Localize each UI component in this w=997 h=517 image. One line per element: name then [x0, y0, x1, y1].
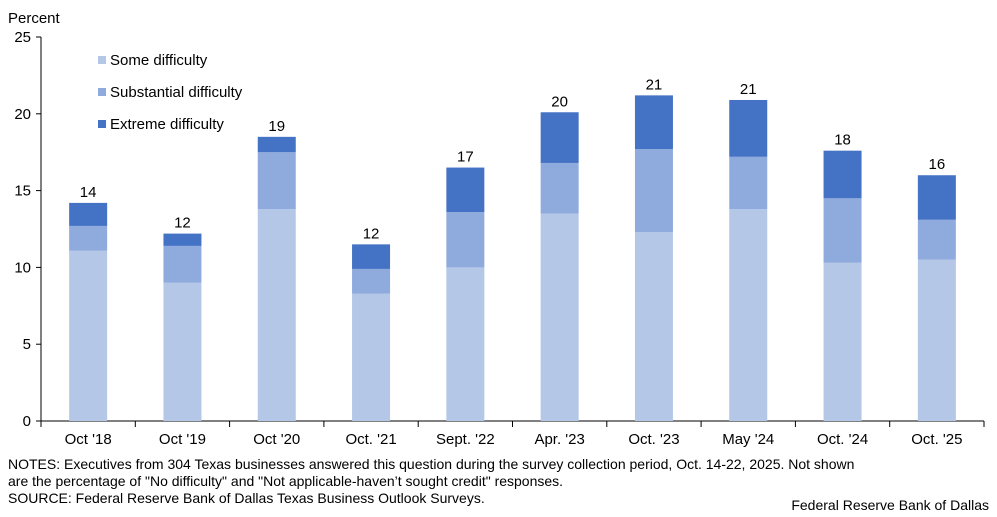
bar-segment: [634, 149, 673, 233]
notes-line-1: NOTES: Executives from 304 Texas busines…: [8, 456, 855, 472]
stacked-bar-chart: Percent 0 5 10 15 20 25 14 Oct '18 12 Oct '19 19 Oc…: [8, 10, 985, 448]
x-tick-label: Oct '20: [253, 431, 300, 448]
bar-total-label: 21: [646, 76, 663, 93]
x-tick-label: Oct. '21: [345, 431, 396, 448]
legend-swatch: [98, 56, 106, 64]
chart-notes: NOTES: Executives from 304 Texas busines…: [8, 456, 988, 507]
x-tick-label: Oct. '24: [817, 431, 868, 448]
notes-line-2: are the percentage of "No difficulty" an…: [8, 473, 564, 489]
bar-total-label: 18: [834, 132, 851, 149]
legend: Some difficulty Substantial difficulty Ext…: [98, 52, 243, 133]
bar-segment: [729, 99, 768, 157]
bar-segment: [917, 259, 956, 421]
x-tick-label: Apr. '23: [534, 431, 584, 448]
bar-segment: [729, 209, 768, 421]
bar-segment: [540, 213, 579, 421]
bar-segment: [69, 250, 108, 421]
x-tick-label: Oct. '25: [911, 431, 962, 448]
bar-total-label: 16: [929, 156, 946, 173]
bar-segment: [446, 212, 485, 268]
bar-total-label: 12: [363, 225, 380, 242]
legend-label: Extreme difficulty: [110, 116, 224, 133]
y-tick-label: 20: [14, 106, 31, 123]
bar-segment: [823, 150, 862, 199]
bar-segment: [823, 198, 862, 263]
legend-label: Some difficulty: [110, 52, 208, 69]
bar-segment: [917, 175, 956, 220]
bar-segment: [446, 267, 485, 421]
bar-total-label: 17: [457, 149, 474, 166]
bar-segment: [634, 232, 673, 421]
bar-total-label: 12: [174, 215, 191, 232]
plot-area: 0 5 10 15 20 25 14 Oct '18 12 Oct '19 19 Oct '20 12 O…: [14, 29, 985, 448]
x-tick-label: Sept. '22: [436, 431, 495, 448]
bar-segment: [69, 202, 108, 226]
bar-segment: [634, 95, 673, 150]
y-axis-title: Percent: [8, 10, 61, 27]
credit-text: Federal Reserve Bank of Dallas: [791, 497, 989, 513]
source-line: SOURCE: Federal Reserve Bank of Dallas T…: [8, 490, 485, 506]
y-tick-label: 0: [23, 413, 31, 430]
y-tick-label: 25: [14, 29, 31, 46]
y-tick-label: 10: [14, 259, 31, 276]
bar-segment: [729, 156, 768, 210]
bar-total-label: 19: [268, 118, 285, 135]
bar-segment: [257, 136, 296, 153]
bar-segment: [163, 245, 202, 283]
bar-segment: [917, 219, 956, 260]
bar-segment: [446, 167, 485, 213]
bar-segment: [540, 162, 579, 214]
x-tick-label: Oct. '23: [628, 431, 679, 448]
bar-segment: [257, 152, 296, 210]
bar-total-label: 21: [740, 81, 757, 98]
x-tick-label: May '24: [722, 431, 774, 448]
bar-segment: [163, 233, 202, 246]
x-tick-label: Oct '19: [159, 431, 206, 448]
bar-segment: [823, 262, 862, 421]
bar-segment: [69, 225, 108, 251]
bar-segment: [352, 268, 391, 294]
bar-segment: [352, 244, 391, 269]
y-tick-label: 5: [23, 336, 31, 353]
bar-segment: [257, 209, 296, 421]
y-tick-label: 15: [14, 183, 31, 200]
x-tick-label: Oct '18: [65, 431, 112, 448]
bar-segment: [540, 112, 579, 163]
bar-segment: [163, 282, 202, 421]
legend-label: Substantial difficulty: [110, 84, 243, 101]
legend-swatch: [98, 120, 106, 128]
bar-segment: [352, 293, 391, 421]
legend-swatch: [98, 88, 106, 96]
bar-total-label: 20: [551, 93, 568, 110]
bar-total-label: 14: [80, 184, 97, 201]
